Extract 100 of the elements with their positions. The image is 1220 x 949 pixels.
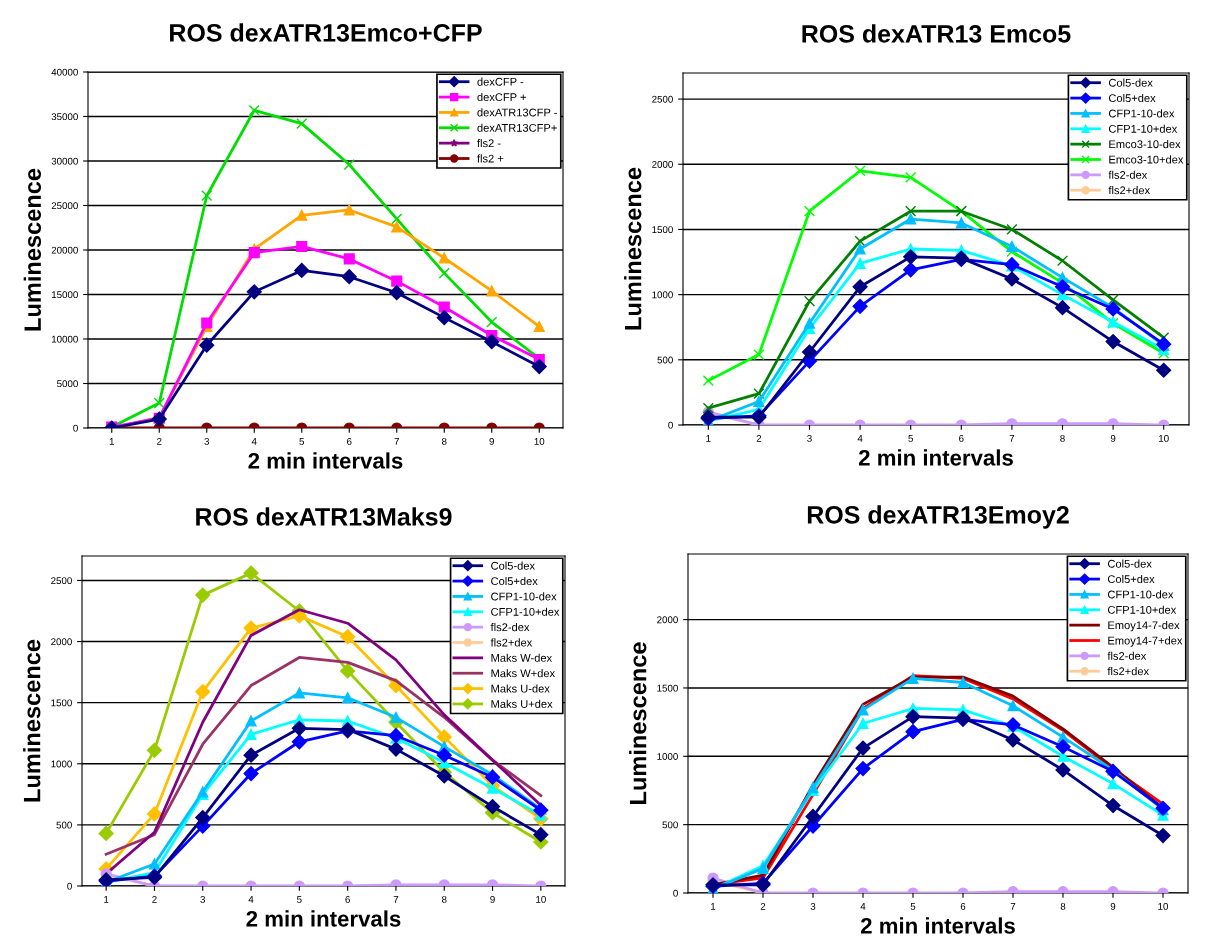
x-tick-label: 6 <box>347 437 352 445</box>
x-tick-label: 5 <box>910 903 916 910</box>
y-axis-title: Luminescence <box>629 642 647 804</box>
y-tick-label: 500 <box>56 821 72 829</box>
legend-label: dexCFP + <box>477 92 526 102</box>
chart-title: ROS dexATR13Emoy2 <box>807 505 1069 529</box>
x-tick-label: 8 <box>1060 902 1066 910</box>
y-tick-label: 2500 <box>51 577 72 585</box>
y-axis-title: Luminescence <box>624 167 642 330</box>
legend-label: Emoy14-7-dex <box>1108 620 1180 632</box>
y-tick-label: 0 <box>73 424 78 432</box>
x-axis-title: 2 min intervals <box>860 917 1015 934</box>
y-tick-label: 500 <box>662 821 678 829</box>
legend-label: Maks W+dex <box>491 669 555 678</box>
y-tick-label: 0 <box>673 889 678 897</box>
x-tick-label: 1 <box>711 903 716 910</box>
x-tick-label: 10 <box>536 895 546 903</box>
legend-label: dexATR13CFP+ <box>477 123 557 132</box>
y-tick-label: 20000 <box>51 246 78 254</box>
y-tick-label: 2000 <box>51 638 72 646</box>
legend-label: Col5-dex <box>1108 78 1153 87</box>
legend-label: dexATR13CFP - <box>477 108 557 117</box>
y-tick-label: 10000 <box>51 335 78 343</box>
y-tick-label: 35000 <box>51 113 78 121</box>
x-tick-label: 4 <box>860 903 866 910</box>
x-tick-label: 3 <box>200 895 206 903</box>
y-axis-title: Luminescence <box>23 168 42 331</box>
legend-label: fls2+dex <box>1107 667 1149 676</box>
legend-label: CFP1-10+dex <box>1107 605 1177 614</box>
x-tick-label: 1 <box>104 896 109 903</box>
x-tick-label: 1 <box>109 438 114 445</box>
legend-label: Maks U-dex <box>491 684 550 693</box>
legend-label: Emco3-10-dex <box>1109 139 1181 149</box>
x-tick-label: 7 <box>394 438 399 445</box>
x-tick-label: 10 <box>1158 902 1169 910</box>
y-tick-label: 1000 <box>51 760 72 768</box>
legend-label: CFP1-10+dex <box>1108 124 1178 133</box>
x-tick-label: 4 <box>251 438 257 445</box>
legend-label: Col5+dex <box>1107 574 1155 584</box>
x-tick-label: 5 <box>908 435 913 442</box>
x-tick-label: 2 <box>157 437 162 445</box>
legend-label: CFP1-10+dex <box>491 607 560 616</box>
y-tick-label: 25000 <box>51 202 78 210</box>
legend-label: CFP1-10-dex <box>1108 109 1175 118</box>
y-tick-label: 2000 <box>652 160 673 168</box>
x-tick-label: 3 <box>204 437 210 445</box>
legend-label: Col5-dex <box>491 561 535 570</box>
chart-title: ROS dexATR13Emco+CFP <box>170 23 482 42</box>
y-tick-label: 1000 <box>657 753 678 760</box>
chart-title: ROS dexATR13 Emco5 <box>802 24 1071 43</box>
x-tick-label: 4 <box>857 435 863 442</box>
legend-label: Maks W-dex <box>491 653 552 662</box>
y-tick-label: 2000 <box>657 616 678 624</box>
y-axis-title: Luminescence <box>23 639 41 802</box>
legend-label: dexCFP - <box>477 77 524 86</box>
y-tick-label: 5000 <box>57 380 78 388</box>
legend-label: fls2-dex <box>1108 170 1148 179</box>
y-tick-label: 500 <box>657 356 673 364</box>
x-axis-title: 2 min intervals <box>858 449 1013 466</box>
legend-label: fls2 + <box>477 154 504 163</box>
x-axis-title: 2 min intervals <box>246 910 401 927</box>
x-tick-label: 9 <box>490 895 495 903</box>
y-tick-label: 0 <box>668 421 673 429</box>
x-tick-label: 10 <box>534 437 545 445</box>
legend-label: Maks U+dex <box>491 699 553 708</box>
y-tick-label: 1500 <box>652 226 673 234</box>
legend-label: Col5+dex <box>1108 93 1156 103</box>
x-tick-label: 9 <box>489 437 494 445</box>
y-tick-label: 1500 <box>657 684 678 692</box>
x-axis-title: 2 min intervals <box>248 452 403 469</box>
y-tick-label: 30000 <box>51 157 78 165</box>
legend-label: fls2+dex <box>1108 186 1150 195</box>
x-tick-label: 7 <box>1010 903 1016 910</box>
x-tick-label: 6 <box>960 902 966 910</box>
x-tick-label: 1 <box>706 435 711 442</box>
x-tick-label: 7 <box>1009 435 1015 442</box>
x-tick-label: 7 <box>393 896 399 903</box>
y-tick-label: 0 <box>67 882 72 890</box>
y-tick-label: 40000 <box>51 68 78 76</box>
legend-label: fls2 - <box>477 138 501 148</box>
legend-label: fls2-dex <box>1107 651 1147 660</box>
x-tick-label: 2 <box>760 902 766 910</box>
legend-label: CFP1-10-dex <box>1107 590 1174 599</box>
legend-label: Col5-dex <box>1107 559 1152 568</box>
y-tick-label: 1500 <box>51 699 72 707</box>
x-tick-label: 8 <box>441 437 447 445</box>
x-tick-label: 2 <box>756 434 762 442</box>
legend-label: Emoy14-7+dex <box>1108 636 1183 647</box>
legend-label: Col5+dex <box>491 576 538 586</box>
x-tick-label: 3 <box>807 434 812 442</box>
x-tick-label: 9 <box>1110 902 1116 910</box>
x-tick-label: 6 <box>345 895 350 903</box>
y-tick-label: 1000 <box>652 291 673 299</box>
y-tick-label: 15000 <box>51 291 78 299</box>
legend-label: CFP1-10-dex <box>491 592 557 601</box>
legend-label: fls2+dex <box>490 638 533 647</box>
legend-label: fls2-dex <box>490 622 530 632</box>
x-tick-label: 8 <box>1060 434 1065 442</box>
x-tick-label: 4 <box>248 896 254 903</box>
x-tick-label: 2 <box>152 895 157 903</box>
